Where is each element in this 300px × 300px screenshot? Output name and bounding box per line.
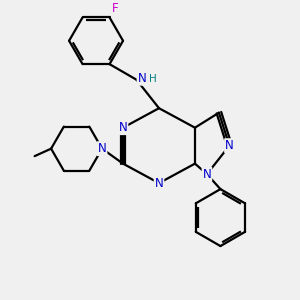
Text: N: N xyxy=(137,72,146,85)
Text: N: N xyxy=(119,121,128,134)
Text: F: F xyxy=(112,2,118,15)
Text: N: N xyxy=(154,177,164,190)
Text: H: H xyxy=(149,74,157,84)
Text: N: N xyxy=(202,168,211,181)
Text: N: N xyxy=(225,139,234,152)
Text: N: N xyxy=(98,142,106,155)
